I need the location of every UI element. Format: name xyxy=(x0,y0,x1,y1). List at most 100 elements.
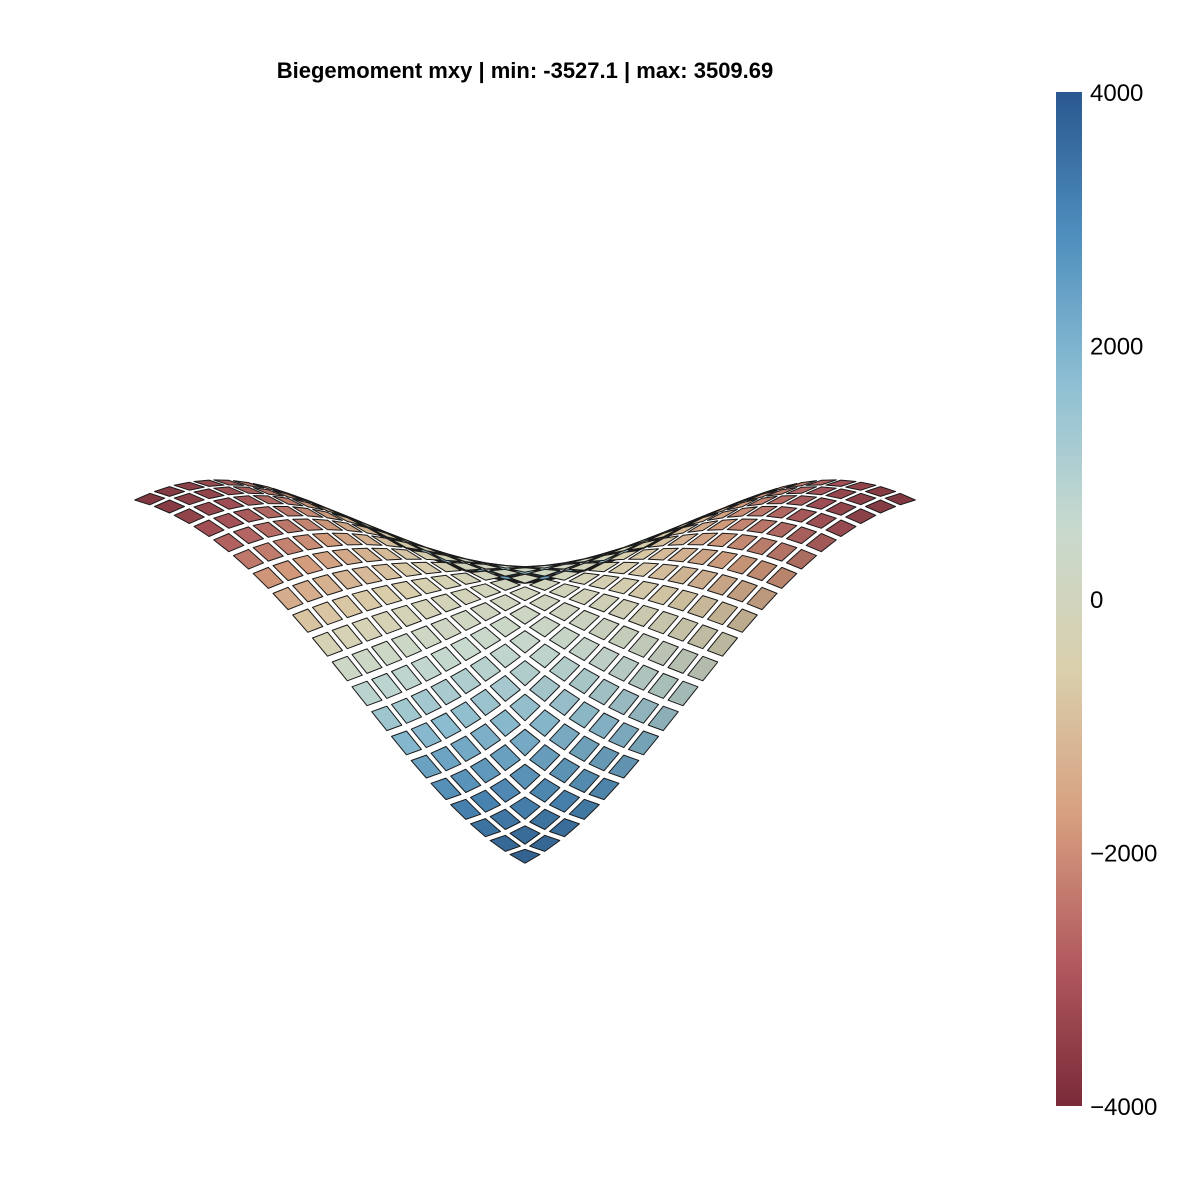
surface-cell xyxy=(865,486,896,497)
surface-cell xyxy=(608,561,640,575)
surface-cell xyxy=(410,543,442,555)
surface-cell xyxy=(371,563,403,581)
surface-cell xyxy=(391,538,422,551)
surface-cell xyxy=(509,630,541,654)
surface-cell xyxy=(549,583,580,598)
surface-cell xyxy=(292,495,324,508)
surface-cell xyxy=(292,608,324,633)
surface-cell xyxy=(509,848,541,864)
surface-cell xyxy=(766,521,798,538)
surface-cell xyxy=(786,526,817,545)
surface-cell xyxy=(331,569,363,590)
surface-cell xyxy=(410,655,442,682)
surface-cell xyxy=(509,693,541,722)
surface-cell xyxy=(509,763,541,790)
surface-cell xyxy=(193,519,225,537)
surface-cell xyxy=(351,547,383,563)
surface-cell xyxy=(470,818,501,838)
colorbar-tick-label: 2000 xyxy=(1090,334,1143,361)
surface-cell xyxy=(312,551,343,570)
surface-cell xyxy=(233,480,264,489)
surface-cell xyxy=(726,608,758,633)
surface-cell xyxy=(746,490,778,501)
surface-cell xyxy=(588,574,620,590)
surface-cell xyxy=(252,483,284,493)
surface-cell xyxy=(647,705,679,732)
surface-cell xyxy=(470,789,501,813)
surface-cell xyxy=(391,534,422,547)
surface-cell xyxy=(628,534,659,547)
surface-cell xyxy=(667,566,699,585)
surface-cell xyxy=(450,798,482,820)
surface-cell xyxy=(568,768,600,793)
surface-cell xyxy=(707,574,738,596)
surface-cell xyxy=(233,508,264,523)
surface-cell xyxy=(707,508,738,521)
surface-cell xyxy=(549,688,580,716)
surface-cell xyxy=(786,508,817,523)
surface-cell xyxy=(489,778,521,803)
surface-cell xyxy=(509,728,541,757)
surface-cell xyxy=(667,518,699,532)
surface-cell xyxy=(292,506,324,518)
surface-cell xyxy=(766,483,798,493)
surface-cell xyxy=(529,675,561,702)
surface-cell xyxy=(470,656,501,682)
surface-cell xyxy=(529,808,561,830)
surface-cell xyxy=(805,533,837,553)
surface-cell xyxy=(608,722,640,749)
colorbar-tick-label: 4000 xyxy=(1090,80,1143,107)
surface-cell xyxy=(549,789,580,813)
surface-cell xyxy=(588,617,620,641)
surface-cell xyxy=(647,640,679,667)
surface-cell xyxy=(331,595,363,619)
surface-cell xyxy=(608,543,640,555)
surface-cell xyxy=(351,518,383,532)
surface-cell xyxy=(667,617,699,642)
surface-cell xyxy=(410,550,442,561)
surface-cell xyxy=(430,777,462,801)
surface-cell xyxy=(489,643,521,669)
surface-cell xyxy=(430,552,462,562)
surface-cell xyxy=(430,746,462,772)
surface-cell xyxy=(312,508,343,521)
surface-cell xyxy=(509,565,541,568)
surface-cell xyxy=(628,633,659,658)
surface-cell xyxy=(845,492,877,506)
surface-cell xyxy=(608,655,640,682)
surface-cell xyxy=(766,506,798,519)
surface-cell xyxy=(549,570,580,581)
surface-cell xyxy=(450,701,482,729)
surface-cell xyxy=(371,705,403,732)
surface-cell xyxy=(805,512,837,529)
surface-cell xyxy=(489,834,521,852)
surface-cell xyxy=(687,624,719,650)
surface-cell xyxy=(628,730,659,756)
surface-cell xyxy=(568,562,600,571)
surface-cell xyxy=(707,551,738,570)
surface-cell xyxy=(766,487,798,497)
surface-cell xyxy=(509,573,541,584)
surface-cell xyxy=(391,730,422,756)
surface-cell xyxy=(746,537,778,556)
surface-cell xyxy=(331,520,363,533)
surface-cell xyxy=(430,548,462,559)
surface-cell xyxy=(746,519,778,534)
surface-cell xyxy=(272,495,304,507)
surface-cell xyxy=(568,667,600,695)
surface-cell xyxy=(292,518,324,531)
surface-cell xyxy=(430,646,462,672)
surface-cell xyxy=(805,497,837,510)
surface-cell xyxy=(489,675,521,702)
surface-cell xyxy=(647,547,679,561)
surface-cell xyxy=(707,532,738,548)
surface-cell xyxy=(726,554,758,575)
surface-cell xyxy=(331,548,363,566)
surface-cell xyxy=(450,768,482,793)
surface-cell xyxy=(647,528,679,541)
surface-cell xyxy=(410,688,442,716)
surface-cell xyxy=(707,631,738,657)
surface-cell xyxy=(687,595,719,619)
surface-cell xyxy=(450,667,482,695)
surface-cell xyxy=(529,616,561,638)
